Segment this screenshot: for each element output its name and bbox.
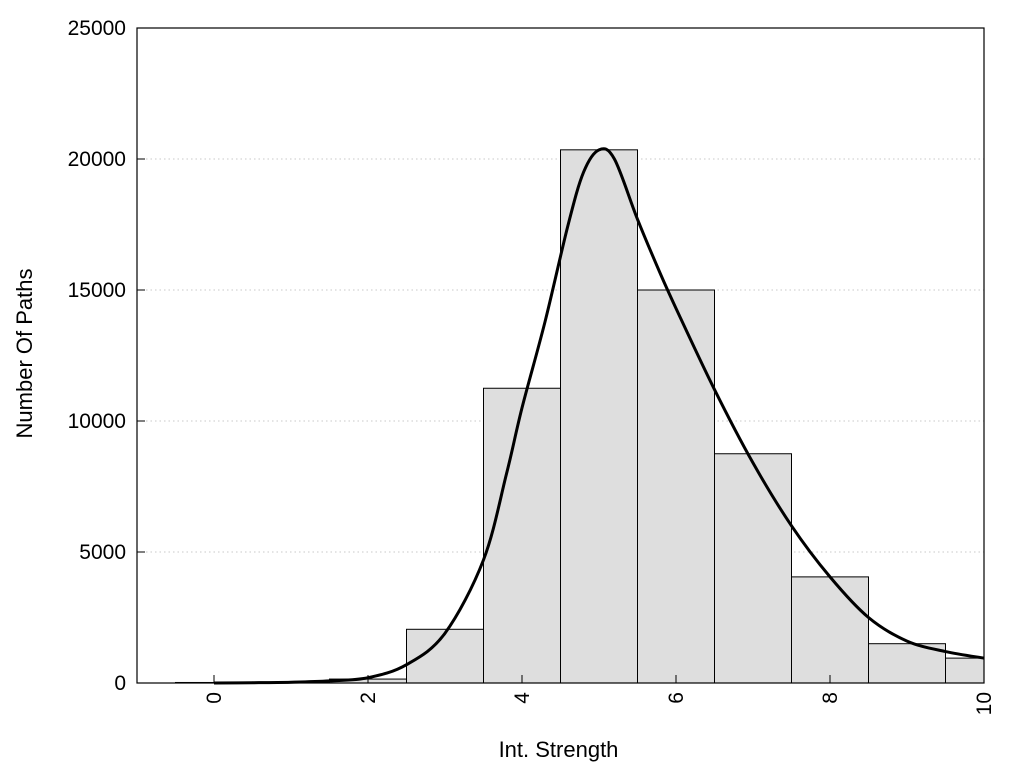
x-tick-label: 8	[819, 692, 842, 704]
y-tick-label: 0	[114, 672, 126, 695]
y-axis-title: Number Of Paths	[12, 269, 37, 439]
y-tick-label: 20000	[68, 148, 126, 171]
histogram-bar	[560, 149, 638, 684]
y-tick-label: 10000	[68, 410, 126, 433]
x-tick-label: 10	[973, 692, 996, 715]
histogram-bar	[637, 289, 715, 684]
histogram-bar	[791, 576, 869, 684]
x-axis-title: Int. Strength	[499, 737, 619, 762]
density-curve-layer	[213, 147, 985, 685]
y-axis-ticks: 0 5000 10000 15000 20000 25000	[68, 17, 145, 695]
y-tick-label: 25000	[68, 17, 126, 40]
y-tick-label: 15000	[68, 279, 126, 302]
histogram-bar	[483, 387, 561, 684]
density-curve	[213, 147, 985, 685]
plot-frame	[136, 27, 985, 684]
histogram-bar	[714, 453, 792, 684]
x-tick-label: 6	[665, 692, 688, 704]
y-tick-label: 5000	[79, 541, 126, 564]
x-tick-label: 2	[357, 692, 380, 704]
x-axis-ticks: 0 2 4 6 8 10	[203, 675, 996, 715]
histogram-bar	[945, 657, 985, 684]
x-tick-label: 4	[511, 692, 534, 704]
x-tick-label: 0	[203, 692, 226, 704]
histogram-bars	[175, 149, 985, 684]
